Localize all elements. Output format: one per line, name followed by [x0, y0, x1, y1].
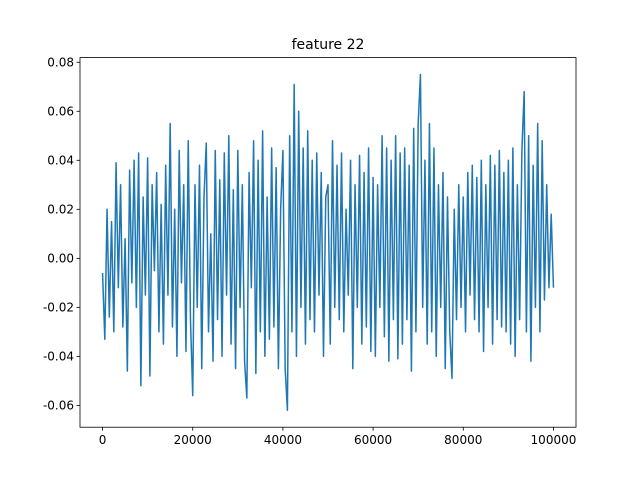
data-line [101, 73, 555, 412]
y-tick-label: 0.06 [47, 104, 74, 118]
y-tick-label: 0.02 [47, 202, 74, 216]
y-tick-label: -0.02 [43, 300, 74, 314]
x-tick-label: 100000 [531, 433, 577, 447]
x-tick-label: 0 [99, 433, 107, 447]
y-tick-label: -0.06 [43, 398, 74, 412]
y-tick-label: 0.04 [47, 153, 74, 167]
y-tick-label: 0.08 [47, 55, 74, 69]
x-tick-label: 80000 [444, 433, 482, 447]
y-tick-label: 0.00 [47, 251, 74, 265]
plot-frame [79, 57, 577, 428]
x-tick-label: 60000 [354, 433, 392, 447]
chart-title: feature 22 [292, 37, 365, 53]
y-tick-label: -0.04 [43, 349, 74, 363]
x-tick-label: 20000 [174, 433, 212, 447]
x-tick-label: 40000 [264, 433, 302, 447]
